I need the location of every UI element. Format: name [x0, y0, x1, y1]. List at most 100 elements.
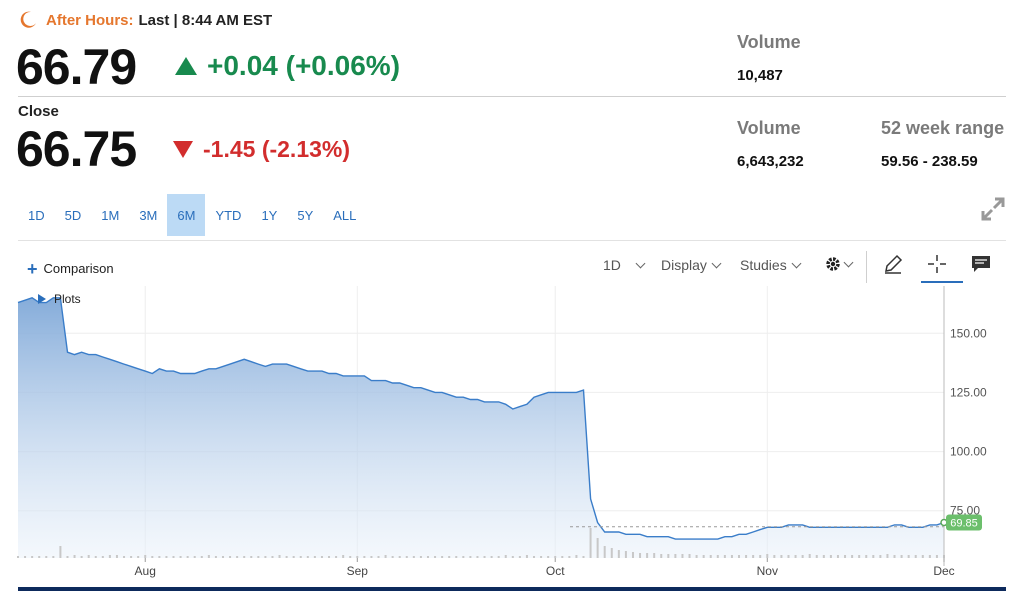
volume-bar	[434, 556, 437, 558]
volume-bar	[236, 556, 239, 558]
volume-bar	[660, 554, 663, 558]
volume-bar	[455, 556, 458, 558]
volume-bar	[87, 555, 90, 558]
bottom-bar	[18, 587, 1006, 591]
volume-bar	[115, 555, 118, 558]
volume-bar	[780, 555, 783, 558]
after-hours-change-value: +0.04 (+0.06%)	[207, 50, 401, 81]
volume-bar	[45, 556, 48, 558]
after-hours-volume-value: 10,487	[737, 67, 783, 84]
price-chart[interactable]: 150.00125.00100.0075.00AugSepOctNovDec20…	[0, 284, 1024, 584]
volume-bar	[610, 548, 613, 558]
volume-bar	[186, 556, 189, 558]
pencil-icon[interactable]	[882, 253, 904, 275]
after-hours-label: After Hours:	[46, 11, 134, 29]
range-button-ytd[interactable]: YTD	[215, 207, 242, 223]
chevron-down-icon	[791, 258, 802, 268]
volume-bar	[335, 556, 338, 558]
volume-bar	[808, 554, 811, 558]
close-change-value: -1.45 (-2.13%)	[203, 136, 351, 162]
volume-bar	[681, 554, 684, 558]
volume-bar	[299, 556, 302, 558]
volume-bar	[554, 556, 557, 558]
range-button-5d[interactable]: 5D	[64, 207, 82, 223]
volume-bar	[243, 556, 246, 558]
volume-bar	[568, 556, 571, 558]
comment-icon[interactable]	[970, 253, 992, 275]
volume-bar	[518, 556, 521, 558]
range-button-1y[interactable]: 1Y	[261, 207, 278, 223]
last-value-label: 69.85	[950, 518, 978, 530]
volume-bar	[561, 556, 564, 558]
price-area	[18, 297, 944, 558]
range-button-1d[interactable]: 1D	[28, 207, 45, 223]
volume-bar	[370, 556, 373, 558]
x-tick-label: Dec	[933, 564, 954, 578]
volume-bar	[264, 556, 267, 558]
volume-bar	[349, 556, 352, 558]
comparison-button[interactable]: + Comparison	[27, 260, 114, 278]
range-button-6m[interactable]: 6M	[167, 194, 206, 236]
volume-bar	[879, 555, 882, 558]
volume-bar	[200, 556, 203, 558]
range-button-all[interactable]: ALL	[333, 207, 357, 223]
volume-bar	[306, 556, 309, 558]
volume-bar	[158, 556, 161, 558]
volume-bar	[342, 555, 345, 558]
volume-bar	[108, 555, 111, 558]
volume-bar	[815, 555, 818, 558]
volume-bar	[596, 538, 599, 558]
volume-bar	[582, 556, 585, 558]
volume-bar	[540, 556, 543, 558]
volume-bar	[907, 555, 910, 558]
volume-bar	[511, 556, 514, 558]
volume-bar	[702, 555, 705, 558]
volume-bar	[533, 556, 536, 558]
volume-bar	[377, 556, 380, 558]
volume-bar	[787, 555, 790, 558]
volume-bar	[271, 556, 274, 558]
range-button-5y[interactable]: 5Y	[297, 207, 314, 223]
volume-bar	[575, 555, 578, 558]
down-arrow-icon	[173, 141, 193, 158]
volume-bar	[603, 546, 606, 558]
volume-bar	[794, 555, 797, 558]
volume-bar	[667, 554, 670, 558]
plots-toggle[interactable]: Plots	[38, 292, 81, 306]
volume-bar	[462, 556, 465, 558]
settings-dropdown[interactable]	[824, 255, 854, 273]
volume-bar	[313, 556, 316, 558]
studies-dropdown[interactable]: Studies	[740, 257, 802, 273]
volume-bar	[412, 556, 415, 558]
volume-bar	[525, 555, 528, 558]
volume-bar	[624, 551, 627, 558]
expand-icon[interactable]	[980, 196, 1006, 222]
interval-dropdown[interactable]: 1D	[603, 257, 646, 273]
y-tick-label: 150.00	[950, 326, 987, 340]
volume-bar	[723, 555, 726, 558]
range-button-1m[interactable]: 1M	[101, 207, 120, 223]
volume-bar	[716, 555, 719, 558]
settings-icon	[826, 257, 840, 271]
interval-label: 1D	[603, 257, 621, 273]
volume-bar	[801, 555, 804, 558]
range-button-3m[interactable]: 3M	[139, 207, 158, 223]
crosshair-icon[interactable]	[926, 253, 948, 275]
volume-bar	[766, 554, 769, 558]
crosshair-active-indicator	[921, 281, 963, 283]
volume-bar	[476, 556, 479, 558]
volume-bar	[257, 556, 260, 558]
volume-bar	[851, 555, 854, 558]
x-tick-label: Sep	[347, 564, 369, 578]
after-hours-price: 66.79	[16, 39, 137, 95]
chevron-down-icon	[843, 257, 854, 267]
volume-bar	[31, 556, 34, 558]
last-value-badge	[946, 514, 982, 531]
header-divider	[18, 96, 1006, 97]
display-dropdown[interactable]: Display	[661, 257, 722, 273]
volume-bar	[844, 555, 847, 558]
volume-bar	[504, 555, 507, 558]
volume-bar	[214, 556, 217, 558]
volume-bar	[745, 555, 748, 558]
up-arrow-icon	[175, 57, 197, 75]
